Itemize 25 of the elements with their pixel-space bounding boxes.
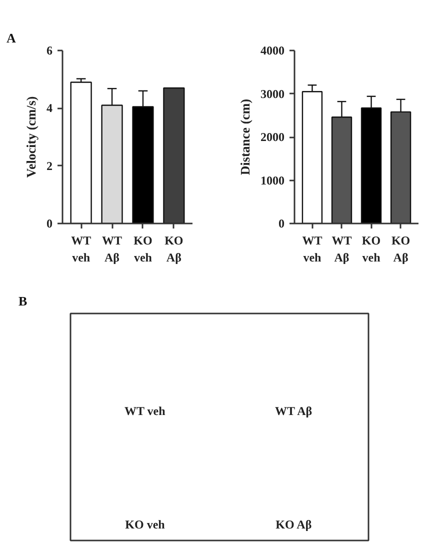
x-tick-label: WT Aβ [102,234,122,264]
text: WT veh [124,404,166,418]
x-tick-label: KO veh [134,234,152,264]
x-tick-label: KO Aβ [391,234,410,264]
y-tick-label: 4000 [260,44,284,58]
x-tick-label: WT veh [302,234,322,264]
y-tick-label: 0 [278,216,284,230]
y-tick-label: 2000 [260,130,284,144]
x-tick-label: KO veh [362,234,381,264]
x-tick-label: WT Aβ [332,234,352,264]
text: B [18,294,28,308]
text: WT Aβ [275,404,312,418]
y-axis-title: Distance (cm) [238,98,252,176]
y-tick-label: 4 [46,101,52,116]
text: KO Aβ [276,518,312,532]
text: KO veh [125,518,166,532]
y-tick-label: 6 [46,44,52,58]
y-tick-label: 0 [46,216,52,230]
y-axis-title: Velocity (cm/s) [24,96,38,178]
y-tick-label: 2 [46,158,52,173]
x-tick-label: KO Aβ [164,234,184,264]
y-tick-label: 1000 [260,173,284,188]
y-tick-label: 3000 [260,86,284,101]
x-tick-label: WT veh [71,234,92,264]
chart-title: A [6,30,16,46]
